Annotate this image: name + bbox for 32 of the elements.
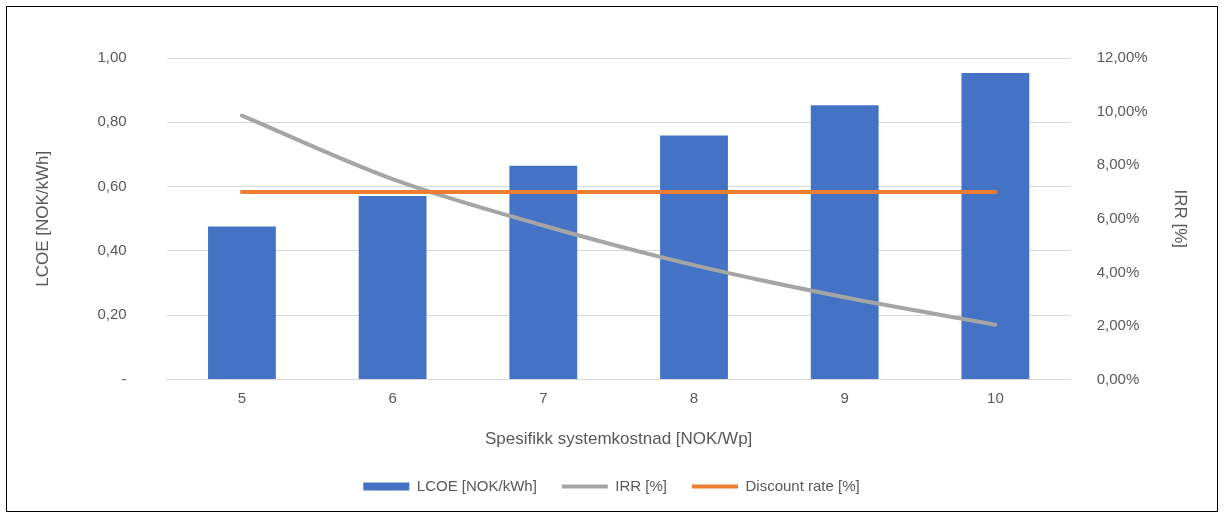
x-tick-label: 7 [539,388,548,406]
y2-tick-label: 4,00% [1096,262,1140,280]
y-tick-label: 1,00 [97,48,127,66]
y-tick-label: 0,80 [97,112,127,130]
y-axis-title: LCOE [NOK/kWh] [32,150,52,287]
bar [810,105,879,380]
x-axis-title: Spesifikk systemkostnad [NOK/Wp] [484,429,753,449]
legend-label: IRR [%] [615,476,668,494]
y-tick-label: 0,20 [97,305,127,323]
x-tick-label: 8 [689,388,699,406]
y2-tick-label: 0,00% [1096,369,1140,387]
legend-label: Discount rate [%] [745,476,860,494]
bar [358,195,427,380]
legend-label: LCOE [NOK/kWh] [416,476,537,494]
line-series [239,113,998,327]
x-tick-label: 5 [237,388,247,406]
x-tick-label: 6 [388,388,397,406]
x-tick-label: 10 [987,388,1004,406]
y-tick-label: 0,60 [97,176,127,194]
y2-tick-label: 2,00% [1096,316,1140,334]
y-tick-label: 0,40 [97,241,127,259]
y2-axis-title: IRR [%] [1171,189,1191,249]
y2-tick-label: 6,00% [1096,208,1140,226]
x-tick-label: 9 [840,388,849,406]
y-tick-label: - [121,369,127,387]
bar [660,135,728,380]
bar [208,226,276,380]
bar [509,165,578,380]
y2-tick-label: 8,00% [1096,155,1140,173]
y2-tick-label: 10,00% [1096,101,1148,119]
y2-tick-label: 12,00% [1096,48,1148,66]
bar [961,73,1030,380]
